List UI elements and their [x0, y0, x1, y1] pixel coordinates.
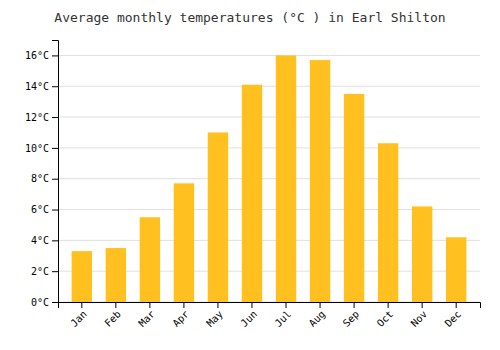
- x-tick: Jun: [239, 302, 260, 329]
- y-tick-mark: [52, 271, 58, 272]
- x-tick: Dec: [443, 302, 464, 329]
- x-tick-label: Mar: [136, 308, 157, 329]
- grid: [58, 55, 480, 302]
- bar: [378, 143, 398, 302]
- grid-line: [58, 55, 480, 56]
- x-tick: Sep: [341, 302, 362, 329]
- x-tick-label: Oct: [375, 308, 396, 329]
- bar: [242, 85, 262, 302]
- title: Average monthly temperatures (°C ) in Ea…: [54, 10, 445, 25]
- y-tick: 14°C: [25, 81, 58, 92]
- x-tick-mark: [456, 302, 457, 308]
- x-tick-label: Feb: [102, 308, 123, 329]
- bar: [208, 132, 228, 302]
- x-tick-mark: [388, 302, 389, 308]
- x-tick-label: May: [204, 308, 225, 329]
- y-tick: 10°C: [25, 143, 58, 154]
- y-tick-label: 14°C: [25, 81, 49, 92]
- y-tick: 2°C: [31, 266, 58, 277]
- bar: [276, 55, 296, 302]
- y-tick-mark: [52, 86, 58, 87]
- y-tick: 8°C: [31, 173, 58, 184]
- x-tick-mark: [183, 302, 184, 308]
- grid-line: [58, 117, 480, 118]
- x-tick-mark: [286, 302, 287, 308]
- y-tick: 6°C: [31, 204, 58, 215]
- grid-line: [58, 147, 480, 148]
- x-tick-label: Jun: [239, 308, 260, 329]
- x-tick-label: Jul: [273, 308, 294, 329]
- y-axis-line: [52, 41, 59, 303]
- y-tick-mark: [52, 55, 58, 56]
- plot: 0°C 2°C 4°C 6°C 8°C 10°C 12°C 14°C 16°C Jan Feb Mar…: [25, 41, 481, 329]
- chart: 0°C 2°C 4°C 6°C 8°C 10°C 12°C 14°C 16°C Jan Feb Mar…: [0, 0, 500, 350]
- y-tick-mark: [52, 302, 58, 303]
- y-tick: 16°C: [25, 50, 58, 61]
- y-tick: 12°C: [25, 112, 58, 123]
- bar: [344, 94, 364, 302]
- y-tick-label: 10°C: [25, 143, 49, 154]
- y-tick-mark: [52, 210, 58, 211]
- y-tick-mark: [52, 148, 58, 149]
- x-tick: Nov: [409, 302, 430, 329]
- x-tick-label: Apr: [170, 308, 191, 329]
- x-tick: Jul: [273, 302, 294, 329]
- x-tick: May: [204, 302, 225, 329]
- x-tick-mark: [217, 302, 218, 308]
- bar: [446, 237, 466, 302]
- x-tick-mark: [354, 302, 355, 308]
- x-tick-label: Sep: [341, 308, 362, 329]
- y-tick-label: 4°C: [31, 235, 49, 246]
- y-tick-label: 6°C: [31, 204, 49, 215]
- x-tick-mark: [320, 302, 321, 308]
- x-axis-line: [59, 303, 481, 309]
- y-tick-mark: [52, 240, 58, 241]
- x-tick-label: Nov: [409, 308, 430, 329]
- x-tick-label: Dec: [443, 308, 464, 329]
- bar: [72, 251, 92, 302]
- y-tick-label: 16°C: [25, 50, 49, 61]
- x-tick: Mar: [136, 302, 157, 329]
- y-tick-label: 2°C: [31, 266, 49, 277]
- x-tick: Oct: [375, 302, 396, 329]
- x-tick: Feb: [102, 302, 123, 329]
- x-tick: Jan: [68, 302, 89, 329]
- x-tick-mark: [149, 302, 150, 308]
- x-tick-mark: [251, 302, 252, 308]
- x-tick-label: Aug: [307, 308, 328, 329]
- y-tick: 4°C: [31, 235, 58, 246]
- x-tick-mark: [422, 302, 423, 308]
- grid-line: [58, 86, 480, 87]
- bar: [310, 60, 330, 302]
- x-axis: Jan Feb Mar Apr May Jun Jul Aug Sep Oct Nov Dec: [59, 302, 481, 329]
- y-tick-mark: [52, 117, 58, 118]
- y-tick-mark: [52, 179, 58, 180]
- grid-line: [58, 178, 480, 179]
- bar: [174, 183, 194, 302]
- x-tick: Apr: [170, 302, 191, 329]
- bar: [140, 217, 160, 302]
- bar: [106, 248, 126, 302]
- y-tick-label: 0°C: [31, 297, 49, 308]
- y-tick-label: 8°C: [31, 173, 49, 184]
- y-tick: 0°C: [31, 297, 58, 308]
- x-tick-mark: [81, 302, 82, 308]
- x-tick-label: Jan: [68, 308, 89, 329]
- bar: [412, 206, 432, 302]
- bars: [72, 55, 467, 302]
- x-tick-mark: [115, 302, 116, 308]
- y-tick-label: 12°C: [25, 112, 49, 123]
- y-axis: 0°C 2°C 4°C 6°C 8°C 10°C 12°C 14°C 16°C: [25, 41, 59, 308]
- x-tick: Aug: [307, 302, 328, 329]
